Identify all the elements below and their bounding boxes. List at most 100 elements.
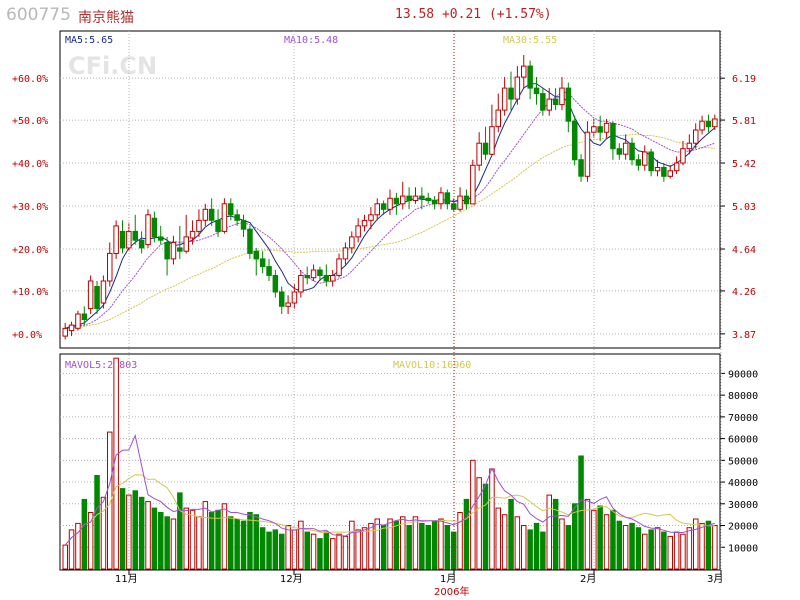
price-axis-left: +60.0% +50.0% +40.0% +30.0% +20.0% +10.0% +0.0… bbox=[12, 74, 48, 341]
x-axis-month-label: 11月 bbox=[115, 573, 138, 585]
volume-bar-up bbox=[68, 529, 75, 570]
volume-bar-down bbox=[393, 520, 400, 570]
volume-bar-down bbox=[304, 531, 310, 570]
volume-bar-down bbox=[323, 531, 330, 570]
price-axis-right-label: 5.42 bbox=[732, 159, 756, 170]
volume-bar-down bbox=[164, 516, 170, 570]
stock-code: 600775 bbox=[6, 5, 71, 25]
volume-bar-down bbox=[317, 538, 323, 570]
candle-down bbox=[648, 151, 654, 172]
candle-down bbox=[259, 258, 266, 268]
volume-bar-down bbox=[597, 505, 603, 570]
candle-up bbox=[368, 214, 374, 221]
month-markers bbox=[128, 31, 722, 570]
volume-bar-up bbox=[495, 507, 501, 570]
candle-down bbox=[565, 87, 572, 122]
candle-down bbox=[94, 286, 100, 309]
volume-bar-up bbox=[622, 525, 629, 570]
candle-up bbox=[559, 87, 565, 106]
candle-down bbox=[629, 142, 635, 161]
candle-down bbox=[151, 217, 158, 238]
candle-up bbox=[330, 275, 336, 282]
candle-up bbox=[686, 142, 693, 150]
candle-down bbox=[508, 87, 514, 100]
candle-up bbox=[622, 142, 629, 155]
volume-bar-up bbox=[438, 518, 444, 570]
price-panel-frame bbox=[59, 30, 721, 349]
volume-bar-up bbox=[387, 518, 393, 570]
candle-down bbox=[482, 142, 489, 155]
candle-up bbox=[457, 195, 463, 210]
candle-down bbox=[419, 195, 425, 199]
candle-up bbox=[680, 148, 686, 164]
volume-bar-down bbox=[94, 475, 100, 570]
candle-down bbox=[527, 65, 533, 89]
volume-bar-up bbox=[457, 512, 463, 570]
candle-down bbox=[240, 219, 247, 230]
candle-down bbox=[425, 197, 431, 202]
candle-up bbox=[584, 131, 591, 177]
volume-bar-up bbox=[349, 520, 355, 570]
candle-up bbox=[298, 275, 304, 293]
volume-bar-up bbox=[342, 535, 349, 570]
volume-legend: MAVOL5:22803 MAVOL10:16960 bbox=[65, 360, 471, 371]
candle-down bbox=[132, 230, 138, 241]
volume-bar-down bbox=[380, 525, 387, 570]
legend-ma30: MA30:5.55 bbox=[503, 35, 557, 46]
volume-bar-down bbox=[138, 496, 145, 570]
candle-down bbox=[304, 275, 310, 279]
volume-bar-up bbox=[221, 503, 228, 570]
volume-bar-up bbox=[336, 533, 342, 570]
volume-bar-down bbox=[527, 529, 533, 570]
volume-axis-label: 20000 bbox=[728, 522, 758, 533]
volume-bar-up bbox=[686, 527, 693, 570]
candle-up bbox=[470, 164, 476, 205]
candle-up bbox=[654, 167, 661, 172]
candle-down bbox=[705, 120, 712, 128]
candle-down bbox=[616, 148, 623, 155]
watermark: CFi.CN bbox=[68, 52, 157, 80]
candle-up bbox=[68, 324, 75, 332]
candle-down bbox=[431, 200, 438, 205]
candle-up bbox=[355, 225, 361, 238]
volume-bar-down bbox=[81, 498, 88, 570]
volume-bar-up bbox=[75, 522, 81, 570]
price-axis-right-label: 3.87 bbox=[732, 330, 756, 341]
stock-name: 南京熊猫 bbox=[78, 10, 134, 26]
volume-bar-up bbox=[693, 518, 699, 570]
candle-down bbox=[81, 313, 88, 320]
volume-bar-down bbox=[540, 531, 546, 570]
volume-axis-label: 10000 bbox=[728, 543, 758, 554]
volume-bar-down bbox=[279, 533, 285, 570]
vol_ma10-line bbox=[64, 474, 715, 546]
candle-up bbox=[412, 195, 419, 202]
volume-bar-down bbox=[648, 529, 654, 570]
candle-up bbox=[400, 195, 406, 205]
candle-up bbox=[62, 327, 68, 337]
candle-up bbox=[126, 230, 132, 249]
candle-up bbox=[476, 142, 482, 166]
candle-up bbox=[145, 214, 151, 246]
volume-bar-up bbox=[285, 525, 291, 570]
candle-down bbox=[597, 126, 603, 133]
volume-bar-down bbox=[240, 520, 247, 570]
candle-up bbox=[342, 247, 349, 260]
volume-bar-down bbox=[431, 520, 438, 570]
candle-up bbox=[189, 230, 196, 239]
volume-bar-down bbox=[158, 512, 164, 570]
candle-up bbox=[642, 151, 648, 166]
volume-bar-up bbox=[680, 533, 686, 570]
volume-bar-up bbox=[603, 514, 610, 570]
x-axis: 11月 12月 1月 2月 3月 2006年 bbox=[115, 570, 723, 598]
candle-down bbox=[215, 219, 221, 232]
volume-bar-up bbox=[400, 516, 406, 570]
price-axis-left-label: +40.0% bbox=[12, 159, 48, 170]
candle-down bbox=[208, 208, 215, 221]
volume-bar-down bbox=[253, 514, 259, 570]
volume-bar-down bbox=[119, 488, 126, 570]
candle-up bbox=[183, 236, 189, 252]
volume-bar-up bbox=[107, 431, 113, 570]
volume-bar-up bbox=[699, 522, 705, 570]
volume-bar-up bbox=[654, 527, 661, 570]
